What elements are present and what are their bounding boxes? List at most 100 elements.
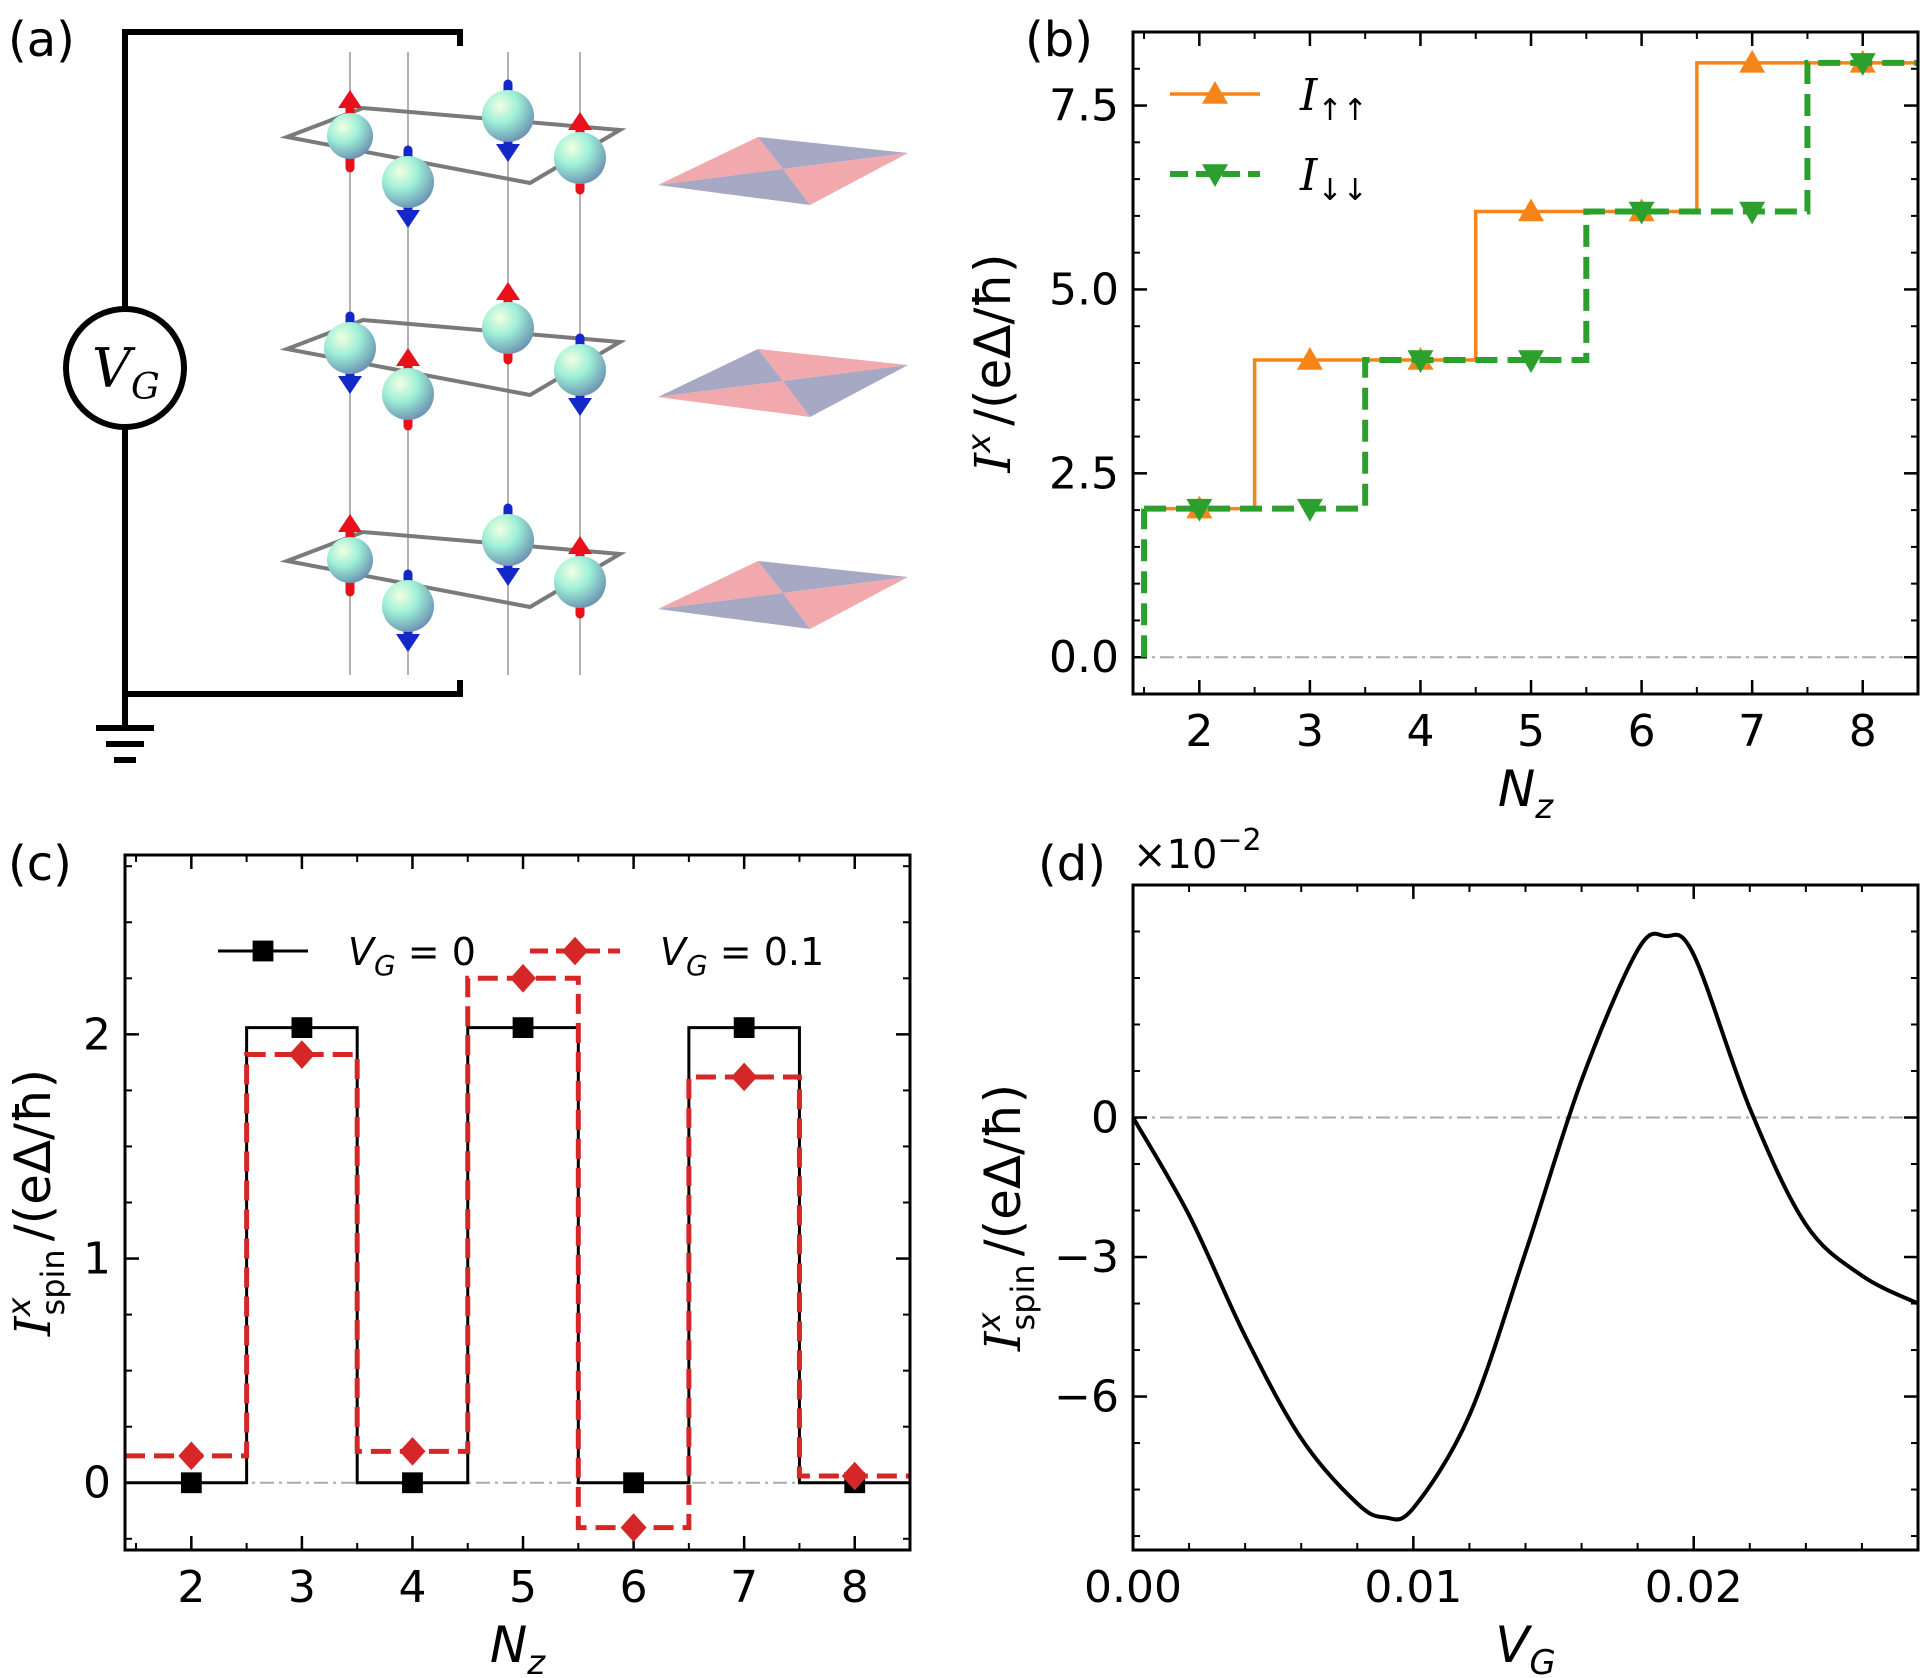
spin-atom bbox=[382, 145, 434, 228]
atom-sphere bbox=[327, 113, 373, 159]
legend-label: I↑↑ bbox=[1299, 70, 1368, 128]
x-tick-label: 0.02 bbox=[1645, 1562, 1743, 1613]
series-line bbox=[125, 1026, 910, 1485]
x-tick-label: 3 bbox=[1296, 706, 1324, 757]
spin-down-arrow-head bbox=[568, 398, 592, 416]
y-tick-label: 7.5 bbox=[1049, 81, 1119, 132]
legend-label: VG = 0.1 bbox=[660, 930, 824, 982]
series-line bbox=[1144, 61, 1918, 511]
atom-sphere bbox=[382, 156, 434, 208]
data-point bbox=[291, 1017, 313, 1039]
spin-up-arrow-head bbox=[568, 112, 592, 130]
plot-frame bbox=[1131, 30, 1920, 696]
spin-atom bbox=[554, 112, 606, 195]
data-point bbox=[1296, 347, 1323, 370]
series-line bbox=[125, 975, 910, 1531]
x-axis-label: Nz bbox=[1498, 760, 1554, 827]
legend-marker bbox=[562, 936, 588, 966]
spin-down-arrow-head bbox=[396, 210, 420, 228]
spin-atom bbox=[324, 311, 376, 394]
data-point bbox=[1296, 498, 1323, 522]
spin-atom bbox=[554, 536, 606, 619]
panel-b-label: (b) bbox=[1025, 12, 1093, 68]
y-tick-label: 0 bbox=[83, 1458, 111, 1509]
spin-down-arrow-head bbox=[496, 144, 520, 162]
y-axis-label: Ixspin/(eΔ/ħ) bbox=[0, 1069, 72, 1337]
x-tick-label: 0.01 bbox=[1364, 1562, 1462, 1613]
legend: VG = 0 VG = 0.1 bbox=[218, 930, 824, 982]
plaquette-quadrant bbox=[783, 577, 908, 629]
y-tick-label: 2.5 bbox=[1049, 448, 1119, 499]
spin-down-arrow-head bbox=[496, 568, 520, 586]
spin-up-arrow-head bbox=[496, 282, 520, 300]
gate-circuit bbox=[63, 29, 463, 763]
x-tick-label: 5 bbox=[1517, 706, 1545, 757]
magnetic-layer-2 bbox=[279, 282, 908, 431]
spin-up-arrow-head bbox=[338, 514, 362, 532]
legend-marker bbox=[1202, 164, 1228, 187]
data-point bbox=[399, 1437, 426, 1466]
spin-atom bbox=[482, 79, 534, 162]
plaquette-quadrant bbox=[758, 561, 908, 593]
voltage-source-label: VG bbox=[92, 337, 160, 408]
panel-a-label: (a) bbox=[8, 12, 75, 68]
x-tick-label: 2 bbox=[177, 1562, 205, 1613]
x-tick-label: 5 bbox=[509, 1562, 537, 1613]
x-tick-label: 6 bbox=[620, 1562, 648, 1613]
plaquette-quadrant bbox=[783, 153, 908, 205]
plot-frame bbox=[123, 853, 912, 1552]
plaquette-quadrant bbox=[658, 169, 810, 205]
plaquette-quadrant bbox=[658, 593, 810, 629]
data-point bbox=[733, 1017, 755, 1039]
atom-sphere bbox=[554, 132, 606, 184]
spin-up-arrow-head bbox=[396, 348, 420, 366]
data-point bbox=[1739, 49, 1766, 73]
order-parameter-plaquette bbox=[658, 137, 908, 205]
x-axis-label: VG bbox=[1495, 1616, 1556, 1678]
legend-label: VG = 0 bbox=[348, 930, 476, 982]
spin-atom bbox=[327, 90, 373, 173]
atom-sphere bbox=[482, 514, 534, 566]
x-tick-label: 0.00 bbox=[1084, 1562, 1182, 1613]
circuit-wire-bottom bbox=[122, 418, 463, 697]
legend-marker bbox=[252, 940, 274, 962]
data-point bbox=[1407, 350, 1434, 374]
data-point bbox=[1849, 53, 1876, 76]
magnetic-layer-1 bbox=[279, 79, 908, 228]
spin-atom bbox=[482, 282, 534, 365]
y-tick-label: 1 bbox=[83, 1234, 111, 1285]
x-tick-label: 8 bbox=[841, 1562, 869, 1613]
x-axis-label: Nz bbox=[490, 1616, 546, 1678]
x-tick-label: 8 bbox=[1849, 706, 1877, 757]
x-tick-label: 7 bbox=[730, 1562, 758, 1613]
legend-marker bbox=[1202, 81, 1228, 104]
series-vg-0-1 bbox=[125, 964, 910, 1542]
plaquette-quadrant bbox=[758, 137, 908, 169]
y-tick-label: 5.0 bbox=[1049, 264, 1119, 315]
magnetic-layer-3 bbox=[279, 503, 908, 652]
atom-sphere bbox=[554, 556, 606, 608]
spin-atom bbox=[382, 569, 434, 652]
voltage-source bbox=[63, 306, 187, 430]
data-point bbox=[1186, 498, 1213, 522]
spin-down-arrow-head bbox=[396, 634, 420, 652]
data-point bbox=[841, 1461, 868, 1491]
legend-label: I↓↓ bbox=[1299, 150, 1368, 208]
y-axis-label: Ix/(eΔ/ħ) bbox=[960, 253, 1022, 473]
spin-down-arrow-head bbox=[338, 376, 362, 394]
series-line bbox=[1144, 59, 1918, 512]
atom-sphere bbox=[482, 302, 534, 354]
panel-d-multiplier: ×10−2 bbox=[1133, 823, 1262, 878]
x-tick-label: 3 bbox=[288, 1562, 316, 1613]
x-tick-label: 4 bbox=[398, 1562, 426, 1613]
panel-c-chart: 2 3 4 5 6 7 8 0 1 2 Nz Ixspin/(eΔ/ħ) VG = 0 VG = 0.1 bbox=[0, 853, 912, 1678]
data-point bbox=[180, 1472, 202, 1494]
data-point bbox=[1628, 201, 1655, 225]
spin-atom bbox=[482, 503, 534, 586]
chain-lines bbox=[349, 52, 581, 675]
data-point bbox=[623, 1472, 644, 1494]
data-point bbox=[1518, 198, 1545, 222]
data-point bbox=[1518, 350, 1545, 374]
y-axis-label: Ixspin/(eΔ/ħ) bbox=[970, 1084, 1042, 1352]
